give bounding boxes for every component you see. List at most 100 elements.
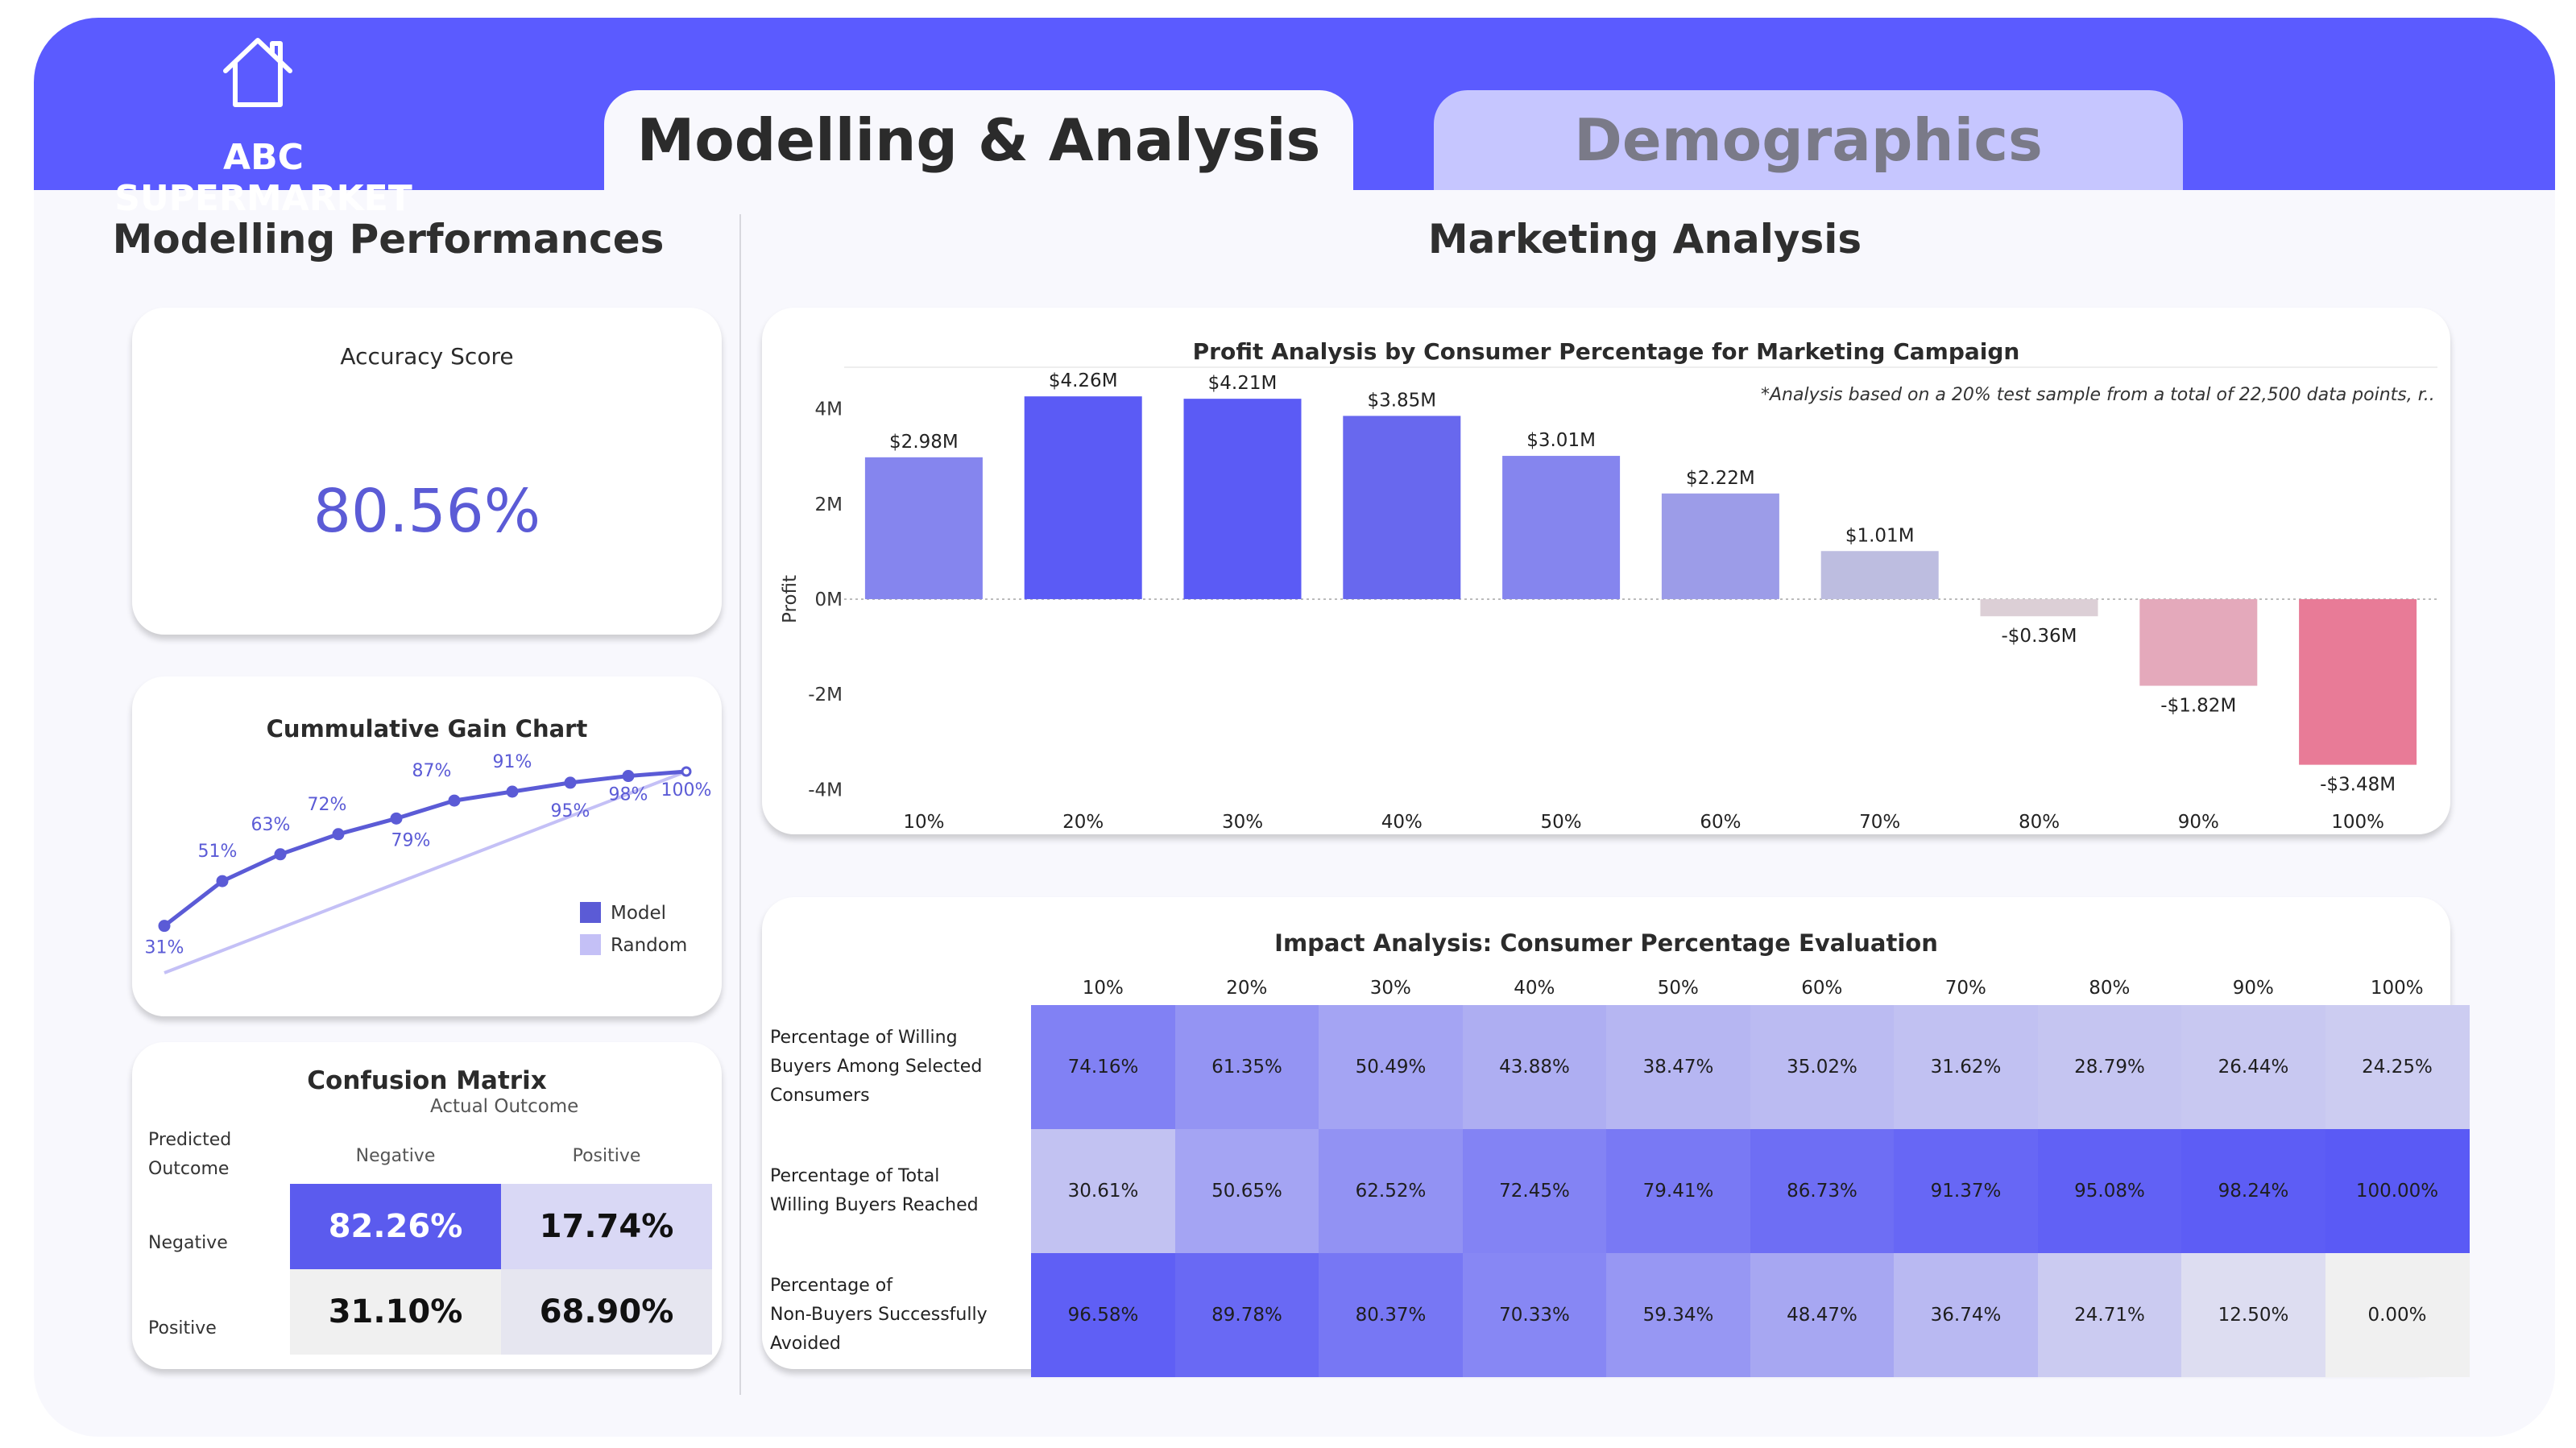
profit-bar-value-label: $4.26M [1049,370,1118,391]
heatmap-cell: 89.78% [1174,1253,1319,1377]
cell-false-negative: 31.10% [290,1269,501,1355]
heatmap-cell: 59.34% [1606,1253,1750,1377]
model-point-label: 72% [308,795,347,815]
house-icon[interactable] [217,32,298,113]
heatmap-cell: 98.24% [2181,1129,2325,1253]
top-bar: ABC SUPERMARKET Modelling & Analysis Dem… [34,18,2555,219]
model-point [564,776,577,789]
y-tick-label: -2M [808,685,843,705]
profit-bar-chart: 4M 2M 0M -2M -4M Profit $2.98M 10% $4.26M 20% $4.2… [780,366,2437,833]
cell-false-positive: 17.74% [501,1184,712,1269]
section-title-marketing: Marketing Analysis [1427,216,1862,263]
heatmap-cell: 26.44% [2181,1005,2325,1129]
profit-bar-value-label: $4.21M [1208,373,1278,394]
heatmap-cell: 30.61% [1031,1129,1175,1253]
heatmap-column-header: 10% [1082,978,1124,999]
gain-chart: 31% 51% 63% 72% 79% 87% 91% 95% 98% 100% [145,752,711,974]
accuracy-value: 80.56% [313,477,541,546]
heatmap-cell: 38.47% [1606,1005,1750,1129]
profit-bar[interactable] [1661,493,1779,599]
heatmap-cell: 62.52% [1319,1129,1463,1253]
y-axis-label: Profit [780,575,801,623]
profit-bar-value-label: $1.01M [1845,525,1915,546]
profit-chart-note: *Analysis based on a 20% test sample fro… [1761,385,2435,405]
confusion-matrix-title: Confusion Matrix [307,1066,547,1095]
profit-bar-value-label: -$0.36M [2002,626,2077,647]
tab-modelling-analysis[interactable]: Modelling & Analysis [604,90,1353,190]
profit-bar[interactable] [2299,598,2417,765]
heatmap-cell: 28.79% [2037,1005,2182,1129]
accuracy-card: Accuracy Score 80.56% [132,308,722,635]
profit-bar[interactable] [1502,456,1621,599]
model-point [332,828,345,841]
accuracy-title: Accuracy Score [340,343,514,370]
heatmap-row-label-line: Percentage of [770,1276,892,1296]
heatmap-cell: 96.58% [1031,1253,1175,1377]
x-tick-label: 10% [903,812,944,833]
profit-bar[interactable] [864,457,983,599]
heatmap-cell: 24.25% [2325,1005,2470,1129]
dashboard-frame: ABC SUPERMARKET Modelling & Analysis Dem… [34,18,2555,1437]
profit-bar[interactable] [2139,598,2258,686]
legend-swatch-random [580,934,601,955]
heatmap-column-header: 100% [2370,978,2424,999]
legend-label-model: Model [611,903,667,924]
confusion-matrix-card: Confusion Matrix Actual Outcome Predicte… [132,1042,722,1369]
tab-demographics[interactable]: Demographics [1434,90,2183,190]
heatmap-column-header: 80% [2089,978,2131,999]
heatmap-row-label-line: Percentage of Total [770,1166,940,1186]
section-divider [739,214,741,1395]
profit-bar[interactable] [1024,396,1142,599]
profit-bar-value-label: $3.85M [1367,390,1436,411]
x-tick-label: 20% [1062,812,1104,833]
x-tick-label: 90% [2178,812,2219,833]
x-tick-label: 60% [1700,812,1741,833]
gain-chart-title: Cummulative Gain Chart [266,715,588,743]
x-tick-label: 30% [1222,812,1263,833]
profit-bar[interactable] [1343,416,1461,599]
heatmap-cell: 72.45% [1462,1129,1607,1253]
actual-outcome-label: Actual Outcome [430,1096,579,1117]
heatmap-cell: 100.00% [2325,1129,2470,1253]
heatmap-row-label-line: Willing Buyers Reached [770,1195,979,1215]
model-point-label: 51% [198,842,238,862]
x-tick-label: 70% [1859,812,1900,833]
impact-analysis-card: Impact Analysis: Consumer Percentage Eva… [762,897,2470,1377]
heatmap-cell: 80.37% [1319,1253,1463,1377]
predicted-label-line2: Outcome [148,1159,230,1179]
profit-chart-title: Profit Analysis by Consumer Percentage f… [1192,338,2020,365]
model-point [506,785,519,798]
profit-bar[interactable] [1980,598,2098,617]
model-point [274,848,287,861]
heatmap-cell: 48.47% [1750,1253,1895,1377]
col-header-positive: Positive [572,1146,641,1166]
heatmap-cell: 91.37% [1894,1129,2038,1253]
heatmap-row-label-line: Non-Buyers Successfully [770,1305,988,1325]
model-point-label: 63% [251,815,291,835]
brand-name: ABC SUPERMARKET [114,137,412,219]
heatmap-cell: 36.74% [1894,1253,2038,1377]
profit-bar[interactable] [1820,551,1939,599]
heatmap-row-label-line: Buyers Among Selected [770,1057,983,1077]
heatmap-row-label: Percentage of Total Willing Buyers Reache… [770,1129,1028,1253]
legend-swatch-model [580,902,601,923]
section-title-modelling: Modelling Performances [112,216,665,263]
heatmap-cell: 50.65% [1174,1129,1319,1253]
heatmap-column-header: 40% [1514,978,1555,999]
profit-bar-value-label: $2.22M [1686,468,1755,489]
random-series-line [164,770,687,974]
profit-bar-value-label: $2.98M [889,432,959,453]
heatmap-row-label-line: Consumers [770,1086,870,1106]
row-header-negative: Negative [148,1233,228,1253]
heatmap-cell: 50.49% [1319,1005,1463,1129]
model-point-label: 79% [391,830,431,850]
heatmap-cell: 12.50% [2181,1253,2325,1377]
model-point [390,812,403,825]
heatmap-cell: 0.00% [2325,1253,2470,1377]
heatmap-column-header: 70% [1944,978,1986,999]
model-point [681,766,692,777]
x-tick-label: 50% [1541,812,1582,833]
heatmap-cell: 74.16% [1031,1005,1175,1129]
model-point [158,920,171,933]
profit-bar[interactable] [1183,399,1302,599]
